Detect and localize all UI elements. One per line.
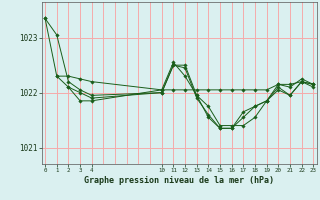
- X-axis label: Graphe pression niveau de la mer (hPa): Graphe pression niveau de la mer (hPa): [84, 176, 274, 185]
